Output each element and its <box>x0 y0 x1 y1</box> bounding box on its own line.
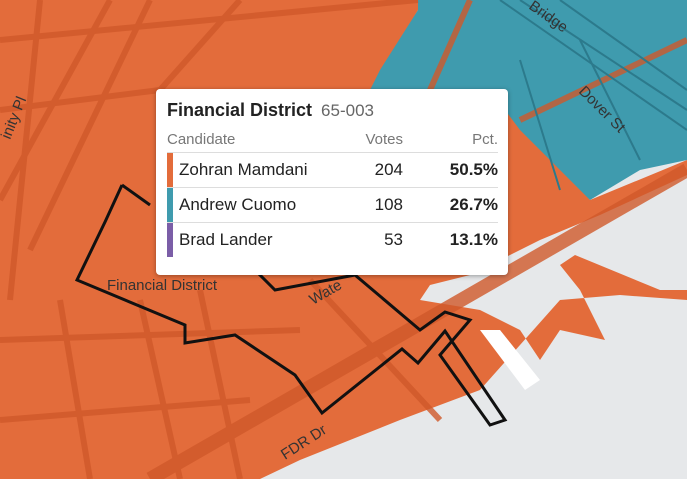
district-boundary <box>74 184 508 427</box>
table-row: Andrew Cuomo 108 26.7% <box>167 188 498 223</box>
results-table: Zohran Mamdani 204 50.5% Andrew Cuomo 10… <box>167 153 498 257</box>
candidate-color-swatch <box>167 223 173 257</box>
candidate-pct: 26.7% <box>449 195 498 214</box>
candidate-color-swatch <box>167 188 173 222</box>
bridge-structure <box>499 0 687 191</box>
candidate-votes: 108 <box>374 195 403 214</box>
label-financial-district: Financial District <box>107 277 218 294</box>
candidate-pct: 13.1% <box>449 230 498 249</box>
candidate-name: Andrew Cuomo <box>179 195 297 214</box>
district-boundary-top <box>121 183 151 207</box>
candidate-name: Zohran Mamdani <box>179 160 308 179</box>
candidate-votes: 53 <box>384 230 403 249</box>
precinct-tooltip: Financial District 65-003 Candidate Vote… <box>156 89 508 275</box>
candidate-color-swatch <box>167 153 173 187</box>
tooltip-precinct-id: 65-003 <box>321 101 374 120</box>
column-pct: Pct. <box>472 131 498 148</box>
results-header-row: Candidate Votes Pct. <box>167 124 498 153</box>
column-votes: Votes <box>365 131 403 148</box>
candidate-pct: 50.5% <box>449 160 498 179</box>
column-candidate: Candidate <box>167 131 236 148</box>
cuomo-precinct-area[interactable] <box>360 0 687 200</box>
candidate-votes: 204 <box>374 160 403 179</box>
pier <box>480 330 540 390</box>
table-row: Zohran Mamdani 204 50.5% <box>167 153 498 188</box>
candidate-name: Brad Lander <box>179 230 273 249</box>
tooltip-district-name: Financial District <box>167 100 313 120</box>
table-row: Brad Lander 53 13.1% <box>167 223 498 257</box>
